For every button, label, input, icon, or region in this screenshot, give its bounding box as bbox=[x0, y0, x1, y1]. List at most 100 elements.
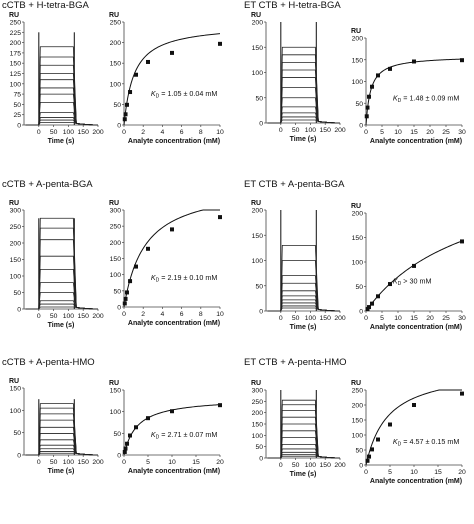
sensorgram-ytick-label: 0 bbox=[17, 123, 21, 130]
data-point bbox=[388, 66, 392, 71]
isotherm-xlabel: Analyte concentration (mM) bbox=[128, 138, 220, 145]
isotherm-ytick-label: 0 bbox=[117, 123, 121, 130]
isotherm-ylabel: RU bbox=[351, 380, 361, 387]
sensorgram-ytick-label: 50 bbox=[255, 283, 263, 290]
binding-fit-curve bbox=[365, 389, 462, 466]
sensorgram-trace bbox=[25, 64, 99, 126]
data-point bbox=[370, 447, 374, 452]
data-point bbox=[170, 50, 174, 55]
sensorgram-trace bbox=[25, 439, 99, 456]
panel-title-6: ET CTB + A-penta-HMO bbox=[244, 357, 347, 368]
binding-fit-curve bbox=[123, 33, 221, 126]
sensorgram-trace bbox=[267, 62, 341, 124]
isotherm-ytick-label: 200 bbox=[352, 36, 364, 43]
sensorgram-ytick-label: 200 bbox=[252, 20, 264, 27]
isotherm-xtick-label: 8 bbox=[199, 129, 203, 136]
isotherm-xtick-label: 15 bbox=[410, 315, 418, 322]
sensorgram-trace bbox=[25, 112, 99, 126]
isotherm-xlabel: Analyte concentration (mM) bbox=[370, 138, 462, 145]
sensorgram-trace bbox=[267, 97, 341, 124]
sensorgram-ytick-label: 100 bbox=[252, 433, 264, 440]
sensorgram-xtick-label: 50 bbox=[292, 127, 300, 134]
isotherm-xtick-label: 4 bbox=[161, 129, 165, 136]
sensorgram-xlabel: Time (s) bbox=[290, 471, 317, 478]
sensorgram-trace bbox=[25, 426, 99, 456]
data-point bbox=[412, 59, 416, 64]
sensorgram-xtick-label: 50 bbox=[50, 459, 58, 466]
data-point bbox=[460, 58, 464, 63]
sensorgram-ytick-label: 300 bbox=[10, 208, 22, 215]
isotherm-ylabel: RU bbox=[109, 12, 119, 19]
sensorgram-ytick-label: 75 bbox=[13, 92, 21, 99]
data-point bbox=[367, 305, 372, 310]
data-point bbox=[128, 90, 133, 95]
isotherm-ytick-label: 50 bbox=[113, 288, 121, 295]
isotherm-xtick-label: 6 bbox=[180, 311, 184, 318]
sensorgram-ytick-label: 200 bbox=[10, 40, 22, 47]
sensorgram-ytick-label: 150 bbox=[252, 233, 264, 240]
sensorgram-xtick-label: 200 bbox=[92, 129, 104, 136]
isotherm-xtick-label: 20 bbox=[216, 459, 224, 466]
sensorgram-ytick-label: 300 bbox=[252, 388, 264, 395]
sensorgram-xtick-label: 100 bbox=[63, 459, 75, 466]
sensorgram-xtick-label: 0 bbox=[279, 127, 283, 134]
sensorgram-trace bbox=[25, 239, 99, 310]
sensorgram-xtick-label: 150 bbox=[78, 129, 90, 136]
data-point bbox=[367, 454, 372, 459]
sensorgram-trace bbox=[267, 295, 341, 312]
isotherm-xtick-label: 0 bbox=[122, 129, 126, 136]
isotherm-xtick-label: 5 bbox=[146, 459, 150, 466]
data-point bbox=[123, 112, 128, 117]
sensorgram-ytick-label: 0 bbox=[259, 456, 263, 463]
isotherm-xlabel: Analyte concentration (mM) bbox=[370, 324, 462, 331]
sensorgram-xlabel: Time (s) bbox=[48, 322, 75, 329]
kd-annotation: KD = 2.19 ± 0.10 mM bbox=[151, 273, 218, 284]
sensorgram-trace bbox=[267, 87, 341, 124]
sensorgram-ytick-label: 50 bbox=[13, 102, 21, 109]
sensorgram-ytick-label: 50 bbox=[255, 444, 263, 451]
data-point bbox=[134, 264, 138, 269]
sensorgram-ytick-label: 200 bbox=[252, 208, 264, 215]
data-point bbox=[170, 409, 174, 414]
sensorgram-trace bbox=[25, 407, 99, 456]
binding-fit-curve bbox=[123, 209, 220, 308]
isotherm-ytick-label: 100 bbox=[352, 79, 364, 86]
sensorgram-ytick-label: 150 bbox=[10, 386, 22, 393]
sensorgram-trace bbox=[267, 423, 341, 459]
panel-title-3: cCTB + A-penta-BGA bbox=[2, 179, 93, 190]
sensorgram-xtick-label: 100 bbox=[305, 462, 317, 469]
sensorgram-ytick-label: 150 bbox=[10, 257, 22, 264]
isotherm-xtick-label: 10 bbox=[410, 469, 418, 476]
data-point bbox=[146, 59, 150, 64]
data-point bbox=[365, 458, 370, 463]
isotherm-ylabel: RU bbox=[351, 28, 361, 35]
isotherm-xlabel: Analyte concentration (mM) bbox=[128, 320, 220, 327]
sensorgram-xtick-label: 150 bbox=[78, 459, 90, 466]
sensorgram-ytick-label: 50 bbox=[13, 290, 21, 297]
data-point bbox=[123, 446, 128, 451]
data-point bbox=[370, 84, 375, 89]
isotherm-ytick-label: 150 bbox=[352, 235, 364, 242]
isotherm-xlabel: Analyte concentration (mM) bbox=[128, 468, 220, 475]
panel-title-4: ET CTB + A-penta-BGA bbox=[244, 179, 345, 190]
sensorgram-xtick-label: 100 bbox=[63, 313, 75, 320]
sensorgram-trace bbox=[25, 419, 99, 456]
kd-annotation: KD = 4.57 ± 0.15 mM bbox=[393, 437, 460, 448]
sensorgram-xtick-label: 150 bbox=[320, 127, 332, 134]
data-point bbox=[218, 215, 222, 220]
isotherm-xtick-label: 6 bbox=[180, 129, 184, 136]
sensorgram-ytick-label: 150 bbox=[252, 422, 264, 429]
isotherm-xtick-label: 2 bbox=[141, 129, 145, 136]
sensorgram-xtick-label: 0 bbox=[37, 313, 41, 320]
data-point bbox=[367, 94, 372, 99]
isotherm-xtick-label: 4 bbox=[161, 311, 165, 318]
isotherm-xtick-label: 2 bbox=[141, 311, 145, 318]
sensorgram-trace bbox=[25, 403, 99, 456]
isotherm-xtick-label: 0 bbox=[122, 459, 126, 466]
data-point bbox=[376, 437, 380, 442]
data-point bbox=[146, 416, 150, 421]
sensorgram-xtick-label: 200 bbox=[334, 127, 346, 134]
isotherm-ytick-label: 100 bbox=[110, 272, 122, 279]
sensorgram-trace bbox=[25, 300, 99, 310]
data-point bbox=[218, 41, 222, 46]
